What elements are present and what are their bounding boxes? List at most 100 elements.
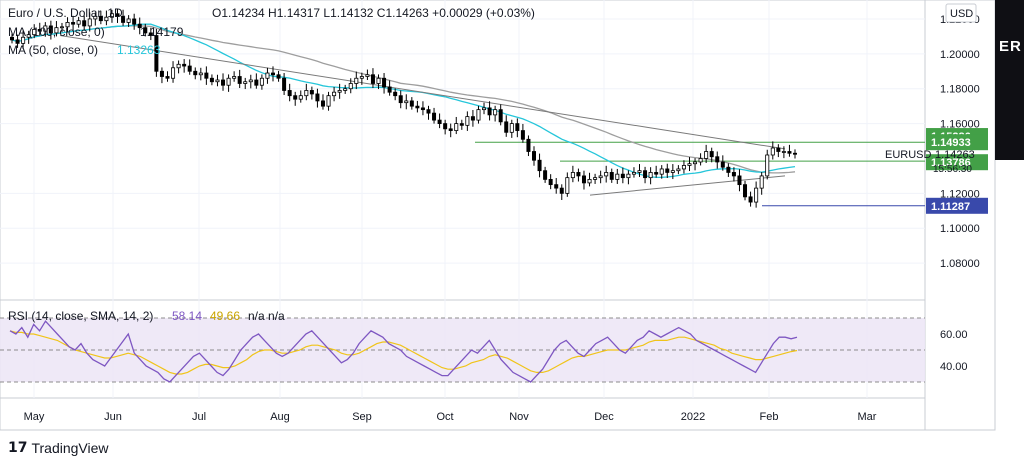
candle: [720, 161, 725, 168]
candle: [304, 90, 309, 97]
candle: [115, 13, 120, 17]
candle: [759, 175, 764, 189]
candle: [221, 79, 226, 86]
candle: [298, 95, 303, 100]
candle: [631, 172, 636, 175]
candle: [681, 165, 686, 170]
trendline-upper: [59, 35, 786, 150]
candle: [498, 109, 503, 123]
candle: [48, 25, 53, 34]
candle: [232, 76, 237, 79]
ohlc-values: O1.14234 H1.14317 L1.14132 C1.14263 +0.0…: [212, 6, 535, 20]
time-tick-label: Oct: [436, 411, 453, 423]
candle: [593, 177, 598, 180]
candle: [459, 123, 464, 126]
candle: [215, 79, 220, 83]
candle: [54, 27, 59, 34]
ma50-legend: MA (50, close, 0): [8, 43, 98, 57]
candle: [26, 34, 31, 38]
candle: [487, 107, 492, 116]
countdown-label: 15:56:30: [933, 164, 972, 175]
candle: [9, 36, 14, 41]
candle: [326, 95, 331, 107]
tradingview-name: TradingView: [31, 440, 109, 456]
candle: [376, 77, 381, 84]
rsi-panel: [0, 317, 925, 383]
candle: [270, 72, 275, 76]
level-lines: [475, 141, 925, 207]
candle: [259, 77, 264, 86]
candle: [398, 95, 403, 104]
candle: [537, 159, 542, 172]
tradingview-logo[interactable]: 17 TradingView: [8, 440, 109, 456]
candle: [470, 116, 475, 121]
candle: [337, 90, 342, 93]
time-tick-label: Sep: [352, 411, 372, 423]
candle: [176, 63, 181, 69]
time-tick-label: Nov: [509, 411, 529, 423]
candle: [287, 90, 292, 97]
candle: [626, 173, 631, 179]
candle: [526, 138, 531, 152]
ma100-value: 1.14179: [140, 25, 184, 39]
candle: [515, 123, 520, 131]
rsi-line: [9, 320, 798, 383]
candle: [248, 79, 253, 83]
candle: [276, 74, 281, 79]
candle: [754, 187, 759, 203]
time-tick-label: Dec: [594, 411, 614, 423]
candle: [743, 184, 748, 198]
candle: [382, 77, 387, 88]
candle: [159, 70, 164, 77]
price-tick-label: 1.10000: [940, 223, 980, 235]
price-labels: 1.152861.149331.137861.11287EURUSD1.1426…: [885, 128, 988, 214]
candle: [643, 170, 648, 179]
currency-box: [945, 3, 977, 23]
candle: [615, 173, 620, 180]
rsi-value: 58.14: [172, 309, 202, 323]
candle: [559, 187, 564, 194]
candle: [148, 32, 153, 36]
symbol-title: Euro / U.S. Dollar, 1D,: [8, 6, 126, 20]
rsi-sma-value: 49.66: [210, 309, 240, 323]
candle: [320, 100, 325, 107]
candle: [21, 36, 26, 44]
candle: [770, 147, 775, 156]
candle: [137, 23, 142, 29]
price-tick-label: 1.20000: [940, 49, 980, 61]
candle: [731, 172, 736, 177]
candle: [620, 173, 625, 179]
current-symbol-label: EURUSD: [885, 149, 932, 161]
candle: [432, 112, 437, 121]
rsi-tick-label: 40.00: [940, 361, 968, 373]
candle: [65, 22, 70, 28]
current-price-label: 1.14263: [935, 149, 975, 161]
candle: [126, 18, 131, 23]
candle: [420, 107, 425, 111]
candle: [198, 72, 203, 76]
candle: [776, 147, 781, 152]
candle: [243, 81, 248, 84]
candle: [787, 151, 792, 154]
time-tick-label: Feb: [760, 411, 779, 423]
candle: [204, 72, 209, 79]
candle: [520, 130, 525, 140]
price-tick-label: 1.08000: [940, 258, 980, 270]
candle: [570, 172, 575, 179]
candle: [426, 109, 431, 114]
candle: [704, 151, 709, 159]
time-tick-label: May: [24, 411, 45, 423]
candle: [265, 72, 270, 79]
candle: [121, 15, 126, 23]
candle: [604, 172, 609, 177]
price-tick-label: 1.18000: [940, 84, 980, 96]
candle: [676, 168, 681, 172]
candle: [737, 175, 742, 186]
candle: [654, 172, 659, 175]
candle: [132, 18, 137, 25]
candle: [393, 91, 398, 97]
candle: [748, 196, 753, 203]
candle: [576, 172, 581, 177]
tradingview-logo-icon: 17: [8, 440, 28, 456]
candle: [404, 100, 409, 104]
